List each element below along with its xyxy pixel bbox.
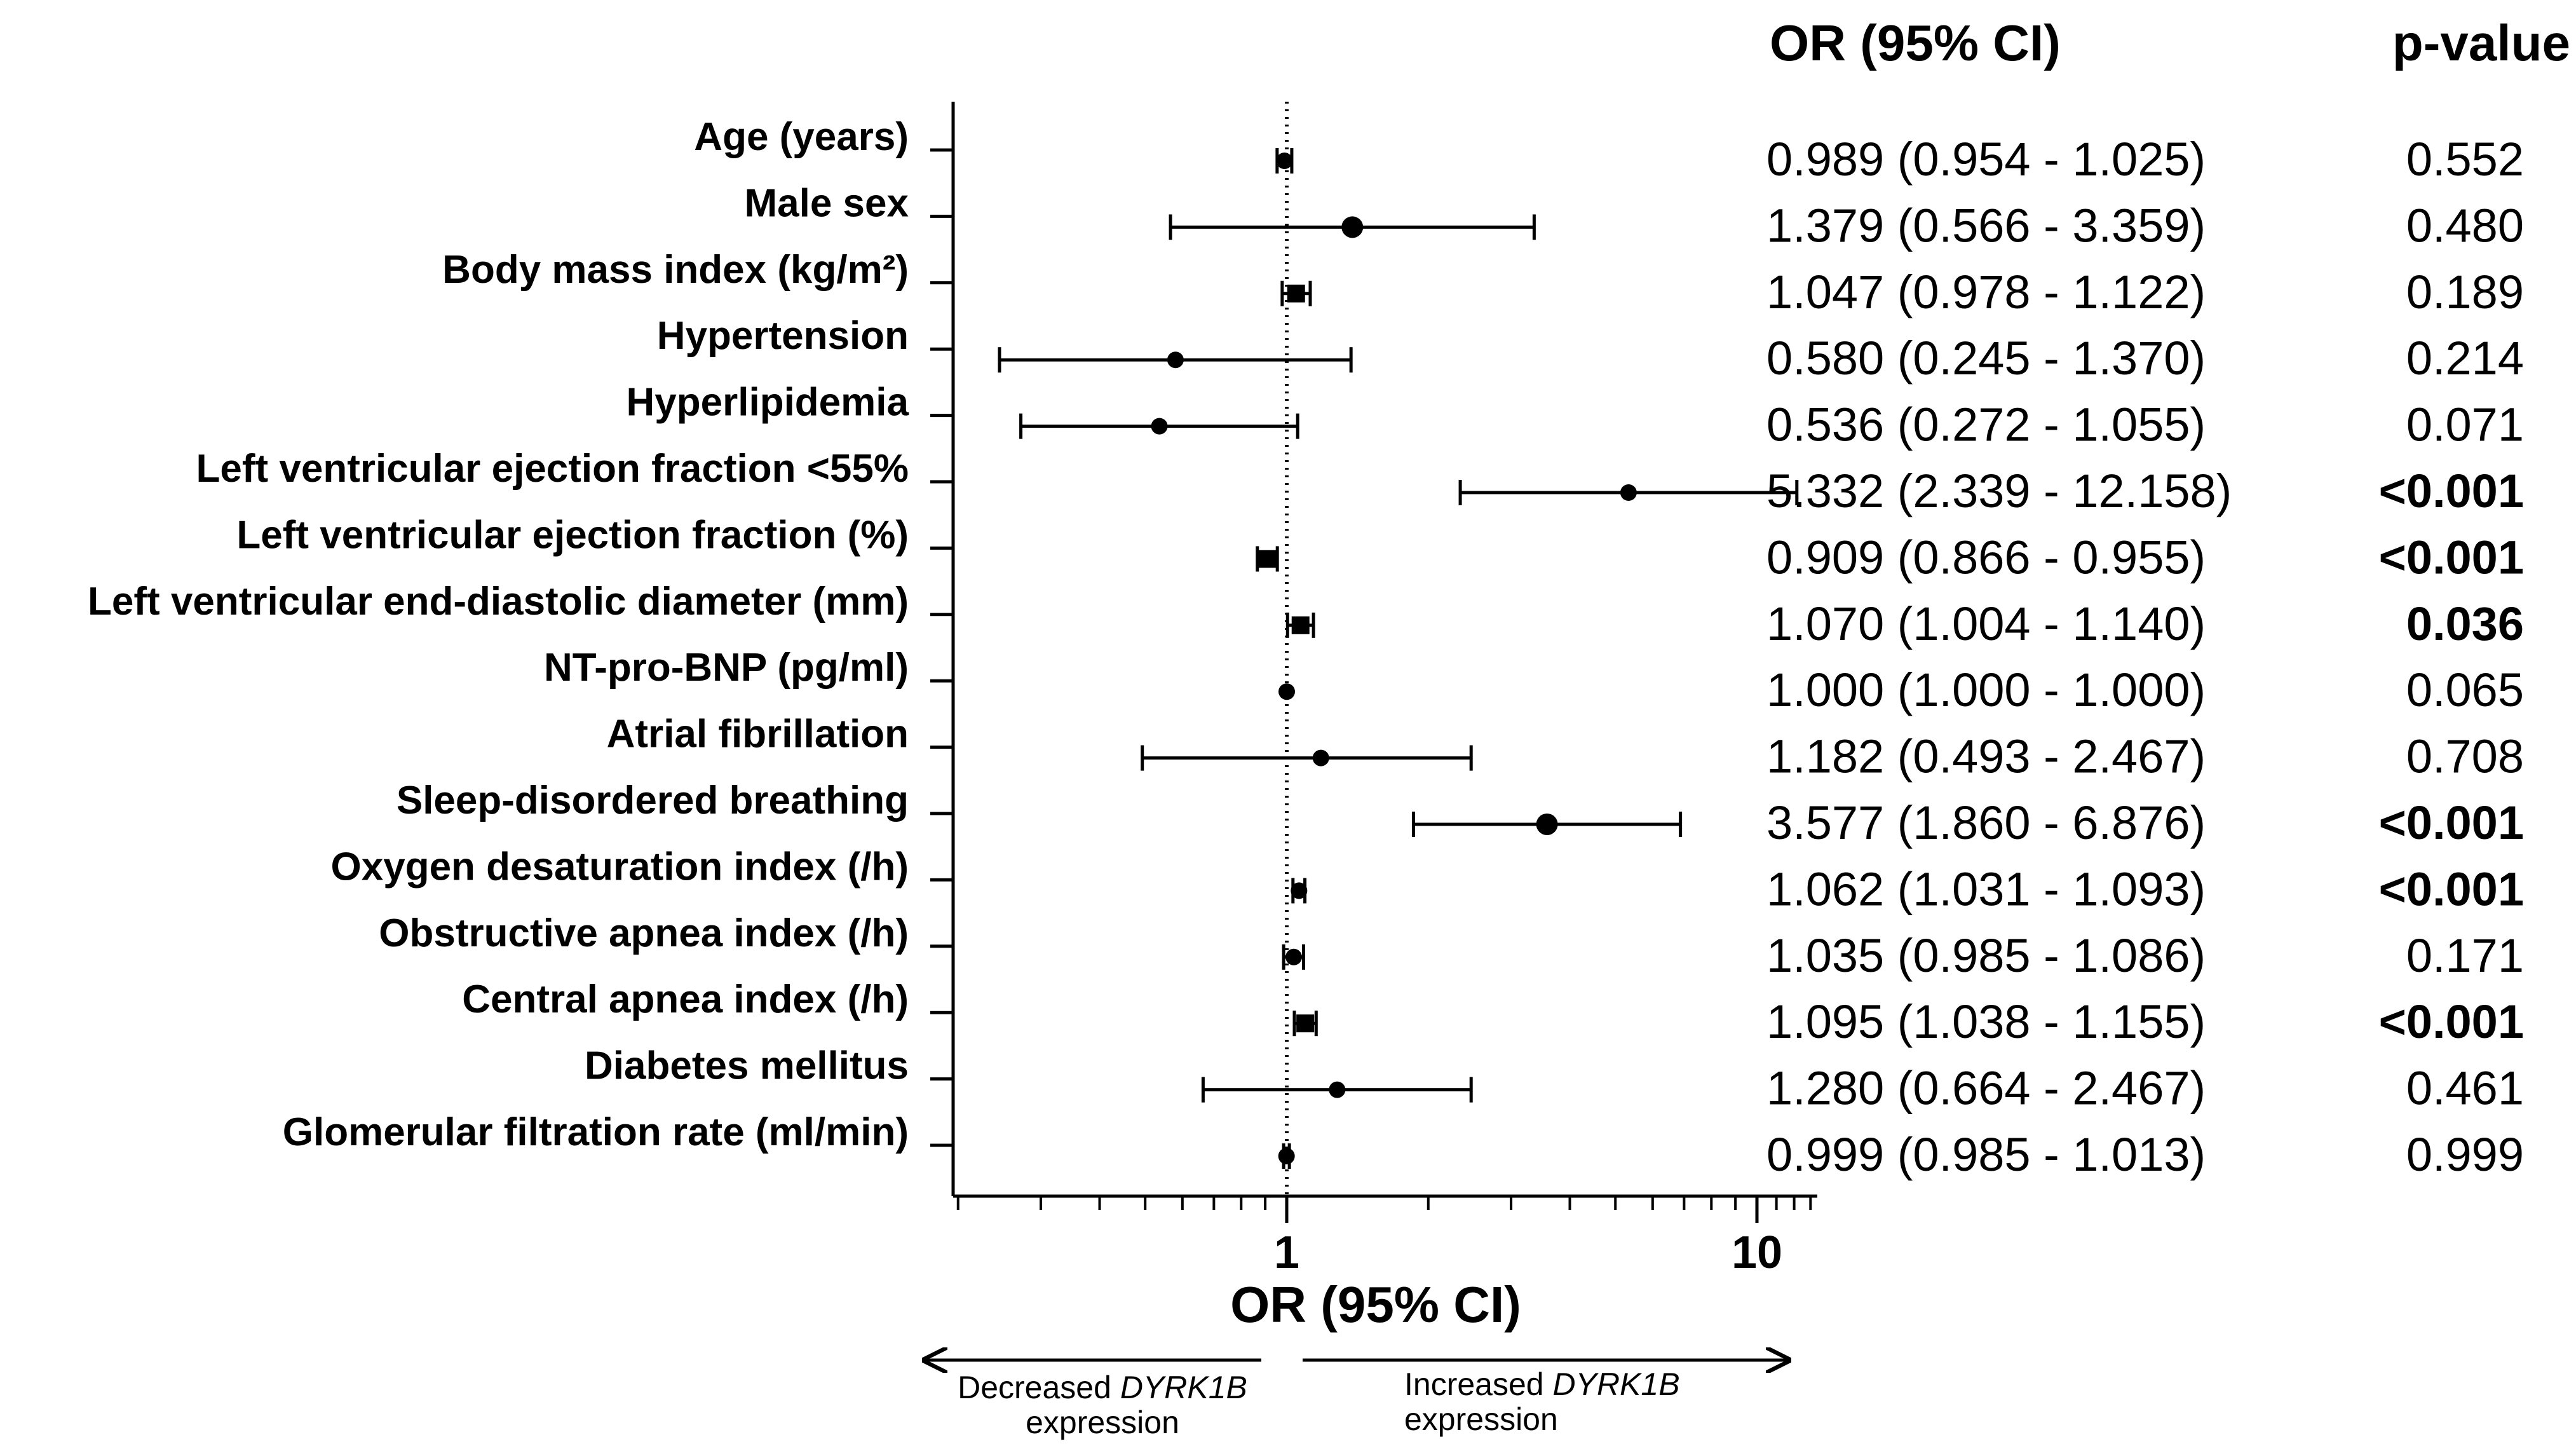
row-label: Hyperlipidemia [627, 381, 909, 425]
point-estimate-marker [1258, 550, 1277, 568]
point-estimate-marker [1536, 814, 1558, 835]
p-value: 0.214 [2406, 332, 2524, 385]
x-tick-label-1: 1 [1274, 1227, 1299, 1278]
or-ci-value: 0.989 (0.954 - 1.025) [1766, 133, 2206, 186]
forest-row: Left ventricular ejection fraction (%) 0.… [236, 513, 2524, 583]
p-value: <0.001 [2379, 796, 2524, 849]
row-label: Obstructive apnea index (/h) [379, 911, 909, 955]
or-ci-value: 1.047 (0.978 - 1.122) [1766, 266, 2206, 318]
p-value: 0.189 [2406, 266, 2524, 318]
p-value: <0.001 [2379, 465, 2524, 517]
row-label: Left ventricular end-diastolic diameter … [88, 580, 909, 623]
point-estimate-marker [1312, 749, 1329, 766]
point-estimate-marker [1285, 948, 1303, 965]
forest-row: Hypertension 0.580 (0.245 - 1.370) 0.214 [657, 314, 2524, 385]
or-ci-value: 0.580 (0.245 - 1.370) [1766, 332, 2206, 385]
point-estimate-marker [1296, 1014, 1315, 1033]
row-label: Central apnea index (/h) [462, 978, 909, 1021]
or-ci-value: 3.577 (1.860 - 6.876) [1766, 796, 2206, 849]
row-label: NT-pro-BNP (pg/ml) [544, 646, 909, 690]
or-ci-column-header: OR (95% CI) [1770, 15, 2061, 71]
row-label: Left ventricular ejection fraction (%) [236, 513, 909, 557]
increased-expression-label-line2: expression [1404, 1401, 1558, 1437]
row-label: Oxygen desaturation index (/h) [331, 845, 909, 889]
forest-row: Oxygen desaturation index (/h) 1.062 (1.0… [331, 845, 2524, 915]
p-value: 0.552 [2406, 133, 2524, 186]
p-value: 0.065 [2406, 664, 2524, 716]
forest-row: Obstructive apnea index (/h) 1.035 (0.985… [379, 911, 2524, 982]
p-value-column-header: p-value [2392, 15, 2570, 71]
p-value: 0.999 [2406, 1128, 2524, 1181]
p-value: 0.036 [2406, 597, 2524, 650]
forest-row: Atrial fibrillation 1.182 (0.493 - 2.467)… [607, 712, 2524, 783]
forest-row: Glomerular filtration rate (ml/min) 0.999… [283, 1110, 2524, 1181]
p-value: <0.001 [2379, 531, 2524, 583]
row-label: Body mass index (kg/m²) [442, 248, 909, 292]
or-ci-value: 1.182 (0.493 - 2.467) [1766, 730, 2206, 783]
forest-row: Male sex 1.379 (0.566 - 3.359) 0.480 [744, 181, 2524, 252]
forest-row: Sleep-disordered breathing 3.577 (1.860 -… [397, 779, 2524, 849]
forest-row: Left ventricular ejection fraction <55% 5… [196, 447, 2524, 517]
forest-row: Hyperlipidemia 0.536 (0.272 - 1.055) 0.071 [627, 381, 2524, 451]
p-value: 0.071 [2406, 399, 2524, 451]
point-estimate-marker [1276, 153, 1293, 169]
row-label: Hypertension [657, 314, 909, 358]
or-ci-value: 1.070 (1.004 - 1.140) [1766, 597, 2206, 650]
point-estimate-marker [1278, 683, 1295, 700]
increased-expression-label: Increased DYRK1B [1404, 1366, 1680, 1402]
or-ci-value: 1.062 (1.031 - 1.093) [1766, 862, 2206, 915]
point-estimate-marker [1329, 1081, 1346, 1098]
forest-row: Diabetes mellitus 1.280 (0.664 - 2.467) 0.… [585, 1044, 2524, 1115]
forest-row: Central apnea index (/h) 1.095 (1.038 - 1… [462, 978, 2524, 1048]
p-value: 0.480 [2406, 199, 2524, 252]
decreased-expression-label-line2: expression [1026, 1405, 1179, 1440]
forest-row: NT-pro-BNP (pg/ml) 1.000 (1.000 - 1.000) 0… [544, 646, 2524, 716]
p-value: 0.461 [2406, 1062, 2524, 1115]
point-estimate-marker [1291, 616, 1310, 634]
or-ci-value: 5.332 (2.339 - 12.158) [1766, 465, 2232, 517]
point-estimate-marker [1287, 284, 1305, 303]
point-estimate-marker [1291, 882, 1308, 899]
point-estimate-marker [1151, 418, 1168, 435]
or-ci-value: 0.909 (0.866 - 0.955) [1766, 531, 2206, 583]
point-estimate-marker [1341, 216, 1364, 238]
p-value: 0.171 [2406, 929, 2524, 982]
p-value: <0.001 [2379, 995, 2524, 1048]
or-ci-value: 0.536 (0.272 - 1.055) [1766, 399, 2206, 451]
or-ci-value: 1.035 (0.985 - 1.086) [1766, 929, 2206, 982]
row-label: Atrial fibrillation [607, 712, 909, 756]
row-label: Left ventricular ejection fraction <55% [196, 447, 909, 491]
forest-row: Left ventricular end-diastolic diameter … [88, 580, 2524, 650]
row-label: Sleep-disordered breathing [397, 779, 909, 822]
row-label: Diabetes mellitus [585, 1044, 909, 1088]
or-ci-value: 1.379 (0.566 - 3.359) [1766, 199, 2206, 252]
row-label: Glomerular filtration rate (ml/min) [283, 1110, 909, 1154]
point-estimate-marker [1620, 484, 1637, 501]
x-axis-label: OR (95% CI) [1230, 1276, 1521, 1333]
or-ci-value: 0.999 (0.985 - 1.013) [1766, 1128, 2206, 1181]
forest-row: Body mass index (kg/m²) 1.047 (0.978 - 1.… [442, 248, 2524, 318]
x-tick-label-10: 10 [1732, 1227, 1782, 1278]
or-ci-value: 1.095 (1.038 - 1.155) [1766, 995, 2206, 1048]
forest-row: Age (years) 0.989 (0.954 - 1.025) 0.552 [694, 115, 2524, 186]
p-value: 0.708 [2406, 730, 2524, 783]
row-label: Age (years) [694, 115, 909, 159]
p-value: <0.001 [2379, 862, 2524, 915]
point-estimate-marker [1167, 351, 1184, 369]
row-label: Male sex [744, 181, 909, 225]
or-ci-value: 1.000 (1.000 - 1.000) [1766, 664, 2206, 716]
decreased-expression-label: Decreased DYRK1B [958, 1370, 1247, 1405]
or-ci-value: 1.280 (0.664 - 2.467) [1766, 1062, 2206, 1115]
point-estimate-marker [1278, 1148, 1295, 1164]
